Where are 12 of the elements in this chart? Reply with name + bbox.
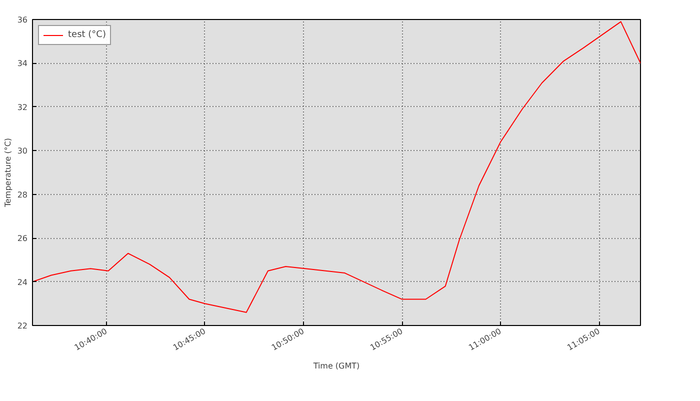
y-tick-label: 34 <box>17 59 28 68</box>
y-axis-title: Temperature (°C) <box>3 138 12 208</box>
y-tick-label: 26 <box>17 234 28 244</box>
y-tick-label: 30 <box>17 146 28 156</box>
y-tick-label: 24 <box>17 278 28 287</box>
y-tick-label: 32 <box>17 102 28 112</box>
line-series <box>32 21 640 313</box>
legend-label: test (°C) <box>68 30 106 40</box>
y-tick-label: 22 <box>17 322 28 330</box>
y-tick-label: 28 <box>17 190 28 200</box>
x-axis-title: Time (GMT) <box>312 361 360 370</box>
y-tick-label: 36 <box>17 16 28 24</box>
